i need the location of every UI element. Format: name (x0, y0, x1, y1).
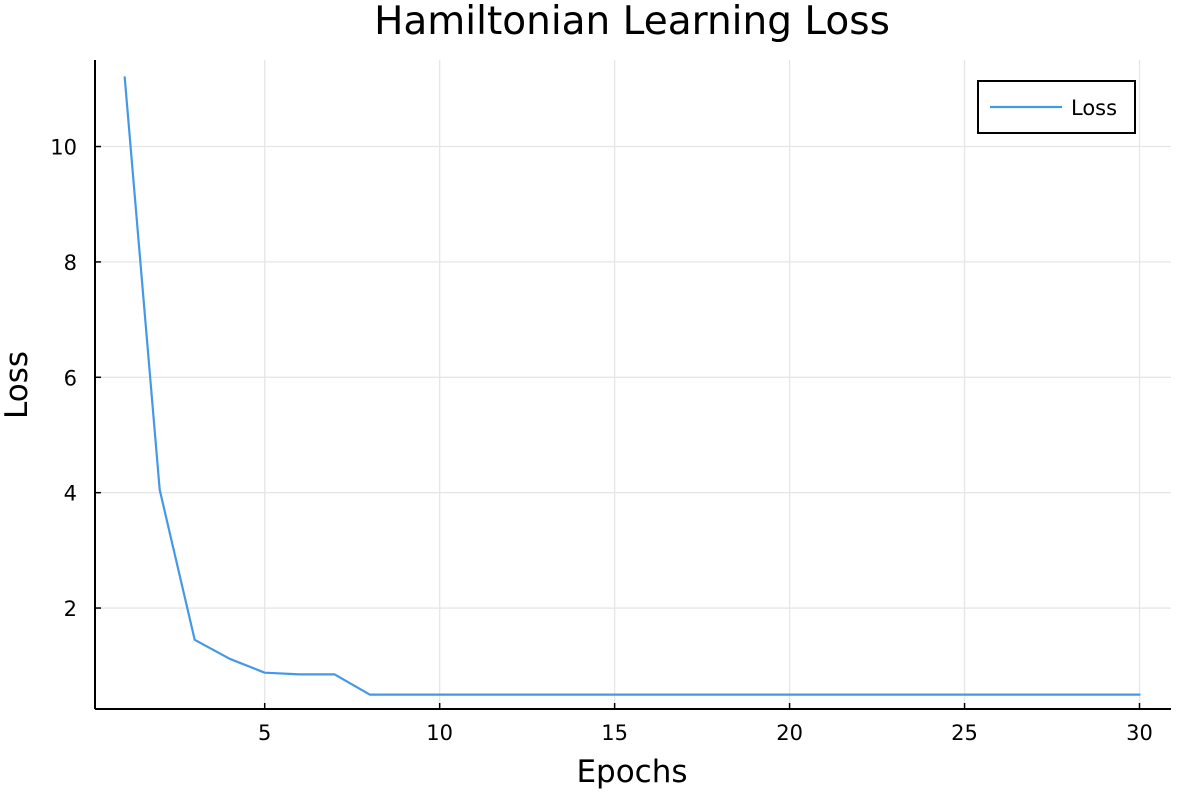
x-tick-label: 25 (951, 721, 978, 745)
x-tick-label: 15 (601, 721, 628, 745)
series-group (123, 76, 1141, 696)
y-tick-label: 8 (64, 251, 77, 275)
x-tick-label: 30 (1126, 721, 1153, 745)
y-tick-label: 10 (50, 136, 77, 160)
legend: Loss (977, 80, 1136, 134)
chart-title: Hamiltonian Learning Loss (374, 0, 890, 44)
legend-label-loss: Loss (1071, 96, 1117, 120)
x-axis-label: Epochs (576, 754, 687, 790)
x-tick-label: 5 (258, 721, 271, 745)
x-tick-label: 20 (776, 721, 803, 745)
y-tick-label: 4 (64, 482, 77, 506)
y-axis-label: Loss (0, 351, 35, 419)
x-tick-label: 10 (426, 721, 453, 745)
y-tick-label: 6 (64, 366, 77, 390)
y-ticks: 2 4 6 8 10 (50, 136, 101, 621)
series-line-loss (123, 76, 1141, 696)
grid (95, 60, 1171, 709)
x-ticks: 5 10 15 20 25 30 (258, 703, 1153, 745)
y-tick-label: 2 (64, 597, 77, 621)
